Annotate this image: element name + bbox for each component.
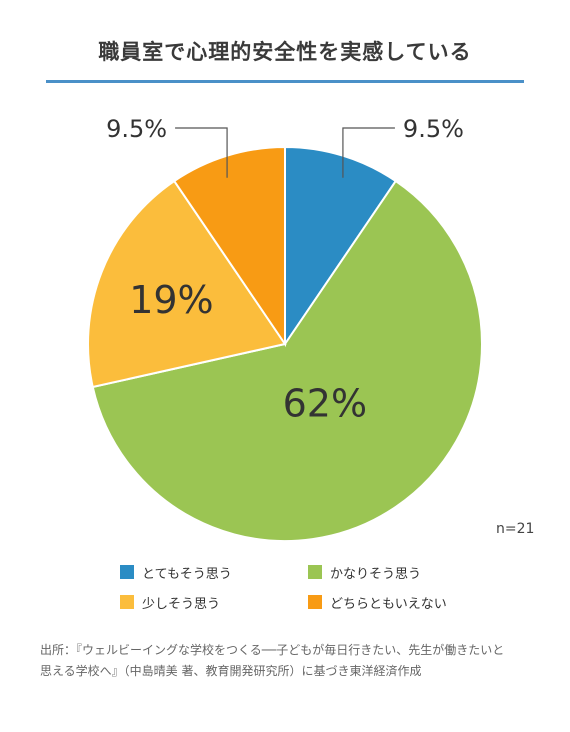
data-label-totemo: 9.5%: [403, 115, 464, 143]
legend-swatch-totemo: [120, 565, 134, 579]
source-line-1: 出所：『ウェルビーイングな学校をつくる──子どもが毎日行きたい、先生が働きたいと: [40, 643, 505, 657]
data-label-dochira: 9.5%: [106, 115, 167, 143]
leader-line-dochira: [175, 127, 228, 178]
legend-label-totemo: とてもそう思う: [142, 566, 232, 582]
legend-label-dochira: どちらともいえない: [330, 596, 447, 612]
legend-item-dochira: どちらともいえない: [308, 592, 447, 612]
source-note: 出所：『ウェルビーイングな学校をつくる──子どもが毎日行きたい、先生が働きたいと…: [40, 640, 540, 682]
legend-item-totemo: とてもそう思う: [120, 562, 232, 582]
chart-title: 職員室で心理的安全性を実感している: [98, 40, 472, 64]
legend-label-kanari: かなりそう思う: [330, 566, 422, 582]
pie-slice-kanari: [91, 179, 483, 542]
legend-label-sukoshi: 少しそう思う: [142, 596, 221, 612]
sample-size-note: n=21: [496, 521, 535, 537]
legend-swatch-sukoshi: [120, 595, 134, 609]
source-line-2: 思える学校へ』（中島晴美 著、教育開発研究所）に基づき東洋経済作成: [40, 664, 422, 678]
legend-swatch-kanari: [308, 565, 322, 579]
data-label-kanari: 62%: [283, 382, 367, 426]
legend-item-sukoshi: 少しそう思う: [120, 592, 220, 612]
legend-swatch-dochira: [308, 595, 322, 609]
data-label-sukoshi: 19%: [129, 278, 213, 322]
pie-slice-sukoshi: [87, 179, 287, 389]
title-underline: [46, 80, 524, 83]
leader-line-totemo: [342, 127, 395, 178]
legend-item-kanari: かなりそう思う: [308, 562, 421, 582]
